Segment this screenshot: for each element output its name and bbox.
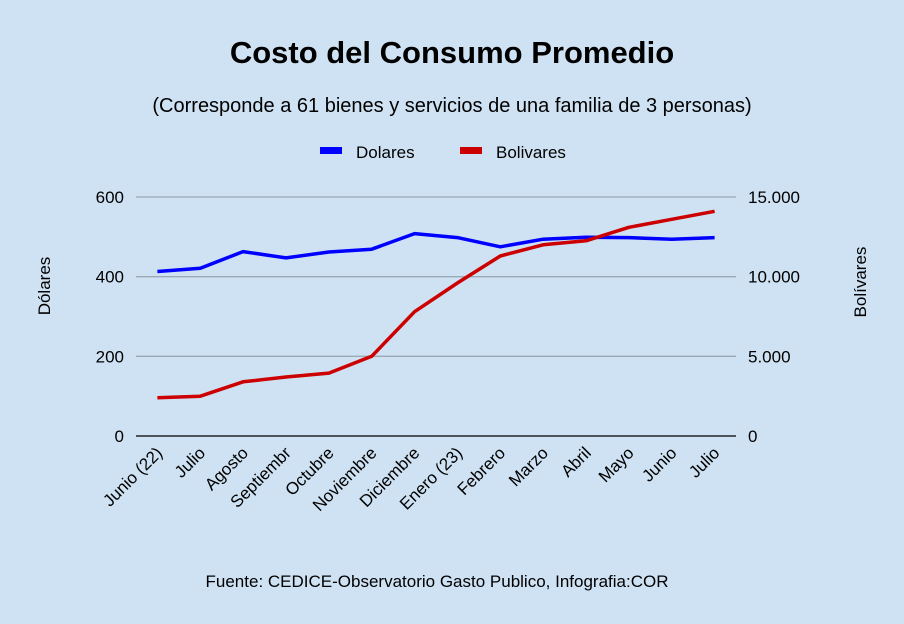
y-left-tick-label: 400 — [96, 268, 124, 287]
y-right-tick-label: 10.000 — [748, 268, 800, 287]
chart-title: Costo del Consumo Promedio — [230, 35, 674, 70]
y-axis-right-title: Bolívares — [851, 247, 870, 318]
legend-label-dolares: Dolares — [356, 143, 415, 162]
chart-subtitle: (Corresponde a 61 bienes y servicios de … — [152, 95, 751, 117]
series-line-bolivares — [157, 209, 715, 400]
legend: Dolares Bolivares — [320, 143, 566, 162]
y-axis-left: 0 200 400 600 — [96, 188, 124, 446]
y-left-tick-label: 0 — [115, 427, 124, 446]
legend-swatch-bolivares — [460, 147, 482, 154]
series-lines — [157, 209, 715, 400]
y-left-tick-label: 600 — [96, 188, 124, 207]
legend-swatch-dolares — [320, 147, 342, 154]
y-right-tick-label: 5.000 — [748, 347, 791, 366]
y-left-tick-label: 200 — [96, 347, 124, 366]
y-right-tick-label: 15.000 — [748, 188, 800, 207]
gridlines — [136, 196, 736, 357]
chart-footer-source: Fuente: CEDICE-Observatorio Gasto Public… — [206, 572, 669, 591]
y-axis-left-title: Dólares — [35, 257, 54, 316]
legend-label-bolivares: Bolivares — [496, 143, 566, 162]
y-axis-right: 0 5.000 10.000 15.000 — [748, 188, 800, 446]
series-line-dolares — [157, 231, 715, 274]
y-right-tick-label: 0 — [748, 427, 757, 446]
